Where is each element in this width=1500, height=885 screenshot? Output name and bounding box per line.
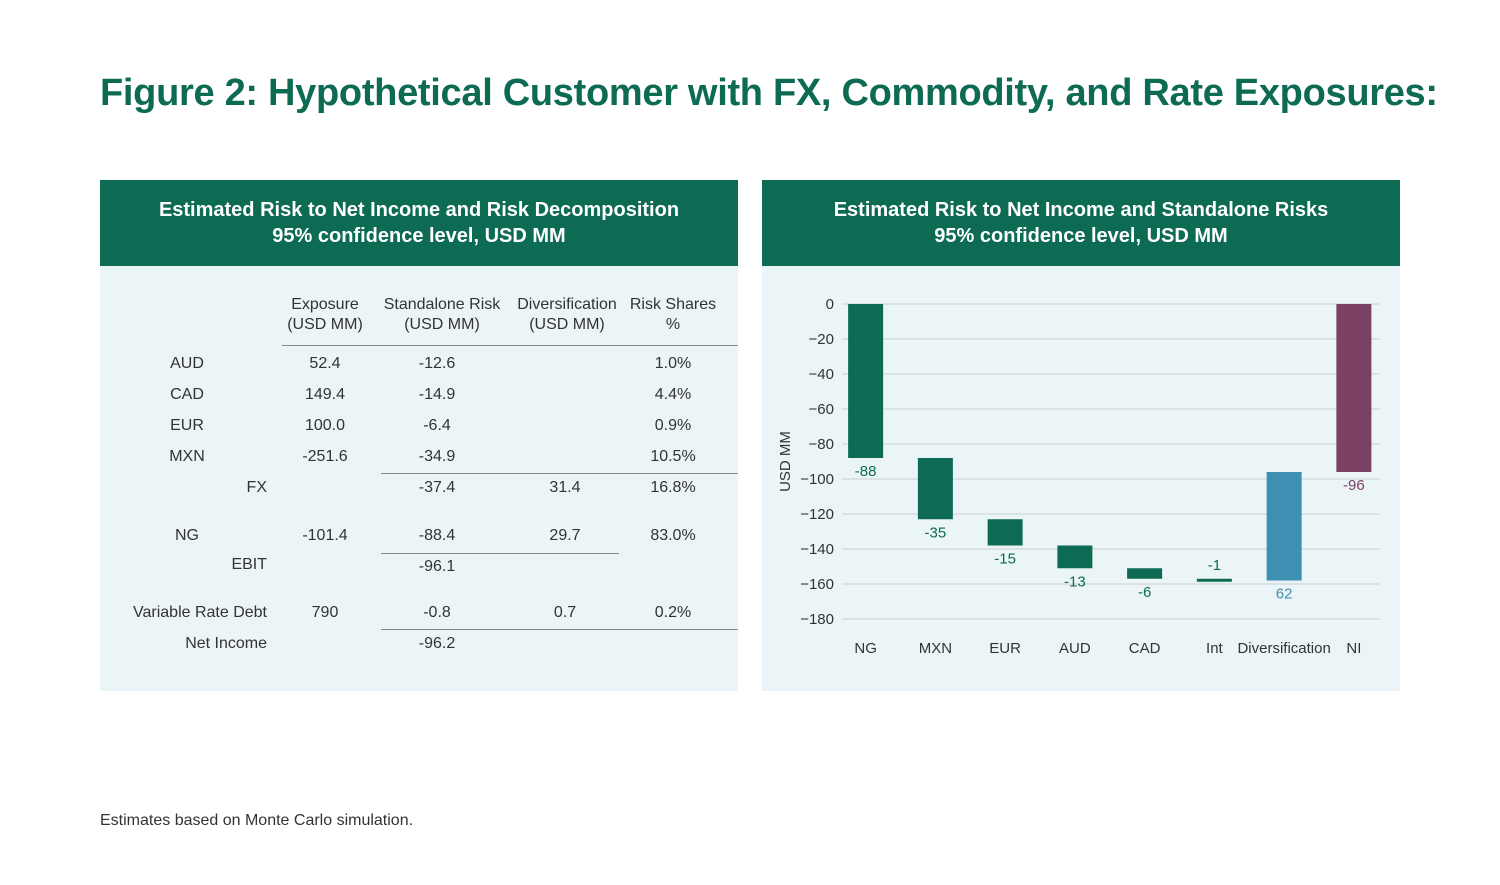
standalone-cell: -88.4 [418,527,456,544]
share-cell: 16.8% [650,479,696,496]
exposure-cell: 790 [311,604,339,621]
table-panel-header: Estimated Risk to Net Income and Risk De… [100,180,738,266]
standalone-cell: -96.1 [418,558,456,575]
x-category-label: AUD [1059,640,1091,657]
share-cell: 0.9% [654,417,692,434]
row-label: AUD [170,355,204,372]
standalone-cell: -12.6 [418,355,456,372]
y-tick-label: −120 [800,506,834,523]
ebit-subtotal-divider [381,553,619,554]
header-divider [282,345,738,346]
standalone-risks-panel: Estimated Risk to Net Income and Standal… [762,180,1400,691]
data-label: -15 [994,551,1016,568]
standalone-cell: -0.8 [423,604,451,621]
y-tick-label: −40 [809,366,834,383]
data-label: -13 [1064,573,1086,590]
exposure-cell: 52.4 [309,355,341,372]
figure-title: Figure 2: Hypothetical Customer with FX,… [100,72,1438,114]
exposure-cell: 149.4 [304,386,346,403]
chart-title: Estimated Risk to Net Income and Standal… [833,199,1329,221]
share-cell: 10.5% [650,448,696,465]
header-diversification: Diversification (USD MM) [517,296,617,333]
share-cell: 1.0% [654,355,692,372]
exposure-cell: -101.4 [302,527,348,544]
bar-eur [987,519,1023,546]
y-tick-label: −160 [800,576,834,593]
waterfall-chart: 0 −20 −40 −60 −80 −100 −120 −140 −160 −180 USD MM -… [777,296,1380,657]
fx-subtotal-divider [381,473,738,474]
share-cell: 4.4% [654,386,692,403]
exposure-cell: -251.6 [302,448,348,465]
share-cell: 0.2% [654,604,692,621]
diversification-cell: 29.7 [549,527,581,544]
standalone-cell: -37.4 [418,479,456,496]
bar-ni [1336,304,1372,472]
share-cell: 83.0% [650,527,696,544]
total-label-net-income: Net Income [185,635,267,652]
bar-int [1196,578,1232,582]
data-label: -88 [855,463,877,480]
header-risk-shares: Risk Shares% [629,296,717,333]
standalone-cell: -14.9 [418,386,456,403]
chart-subtitle: 95% confidence level, USD MM [934,225,1228,247]
standalone-cell: -6.4 [423,417,451,434]
net-income-divider [381,629,738,630]
row-label: MXN [169,448,205,465]
bar-ng [848,304,884,458]
footnote: Estimates based on Monte Carlo simulatio… [100,812,414,829]
bar-diversification [1266,472,1302,581]
chart-panel-header: Estimated Risk to Net Income and Standal… [762,180,1400,266]
data-label: 62 [1276,586,1293,603]
data-label: -6 [1138,584,1151,601]
table-subtitle: 95% confidence level, USD MM [272,225,566,247]
x-category-label: Diversification [1237,640,1330,657]
row-label: Variable Rate Debt [133,604,267,621]
row-label: EUR [170,417,204,434]
diversification-cell: 0.7 [553,604,577,621]
subtotal-label-ebit: EBIT [231,556,267,573]
y-tick-label: −20 [809,331,834,348]
subtotal-label-fx: FX [246,479,267,496]
y-tick-label: 0 [826,296,834,313]
standalone-cell: -96.2 [418,635,456,652]
bar-mxn [917,458,953,520]
standalone-cell: -34.9 [418,448,456,465]
header-exposure: Exposure (USD MM) [287,296,363,333]
risk-decomposition-panel: Estimated Risk to Net Income and Risk De… [100,180,738,691]
x-category-label: NG [854,640,877,657]
y-axis-label: USD MM [777,431,794,492]
data-label: -1 [1208,557,1221,574]
y-tick-label: −80 [809,436,834,453]
diversification-cell: 31.4 [549,479,581,496]
y-tick-label: −140 [800,541,834,558]
data-label: -96 [1343,477,1365,494]
x-category-label: CAD [1129,640,1161,657]
bar-aud [1057,545,1093,569]
y-tick-label: −100 [800,471,834,488]
x-category-label: NI [1346,640,1361,657]
exposure-cell: 100.0 [304,417,346,434]
x-category-label: MXN [919,640,952,657]
bar-cad [1127,568,1163,579]
header-standalone-risk: Standalone Risk (USD MM) [383,296,501,333]
x-category-label: Int [1206,640,1224,657]
risk-decomposition-table: Exposure (USD MM) Standalone Risk (USD MM)… [100,266,738,691]
y-tick-label: −180 [800,611,834,628]
row-label: CAD [170,386,204,403]
row-label: NG [175,527,199,544]
data-label: -35 [925,524,947,541]
x-category-label: EUR [989,640,1021,657]
table-title: Estimated Risk to Net Income and Risk De… [158,199,680,221]
y-tick-label: −60 [809,401,834,418]
